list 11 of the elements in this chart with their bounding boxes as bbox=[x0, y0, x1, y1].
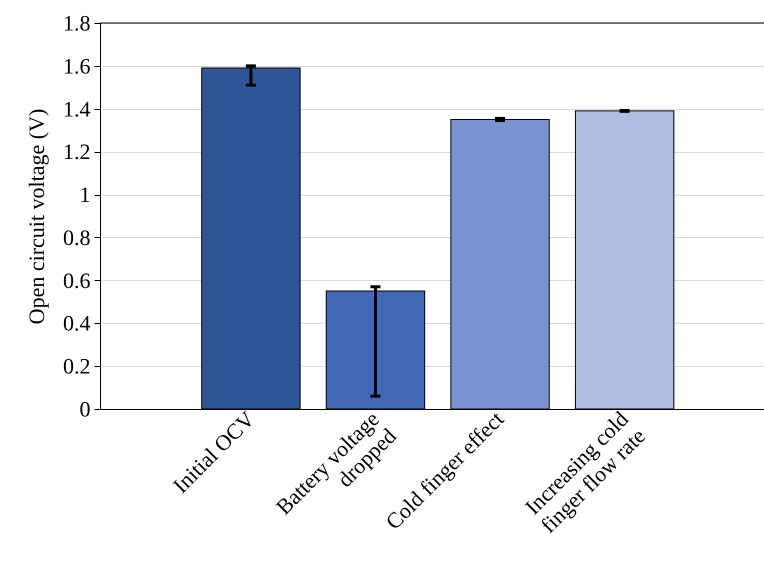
y-tick-label: 0 bbox=[80, 396, 90, 422]
y-tick-label: 1.2 bbox=[63, 139, 90, 164]
y-tick-label: 0.6 bbox=[63, 268, 90, 293]
y-tick-label: 0.2 bbox=[63, 354, 90, 379]
y-tick-label: 1.6 bbox=[63, 53, 90, 78]
y-tick-label: 1 bbox=[80, 182, 90, 208]
y-axis-title: Open circuit voltage (V) bbox=[24, 108, 49, 324]
y-tick-label: 1.4 bbox=[63, 96, 90, 122]
y-tick-label: 0.8 bbox=[63, 224, 90, 250]
y-tick-label: 0.4 bbox=[63, 310, 90, 336]
y-tick-label: 1.8 bbox=[63, 10, 90, 36]
